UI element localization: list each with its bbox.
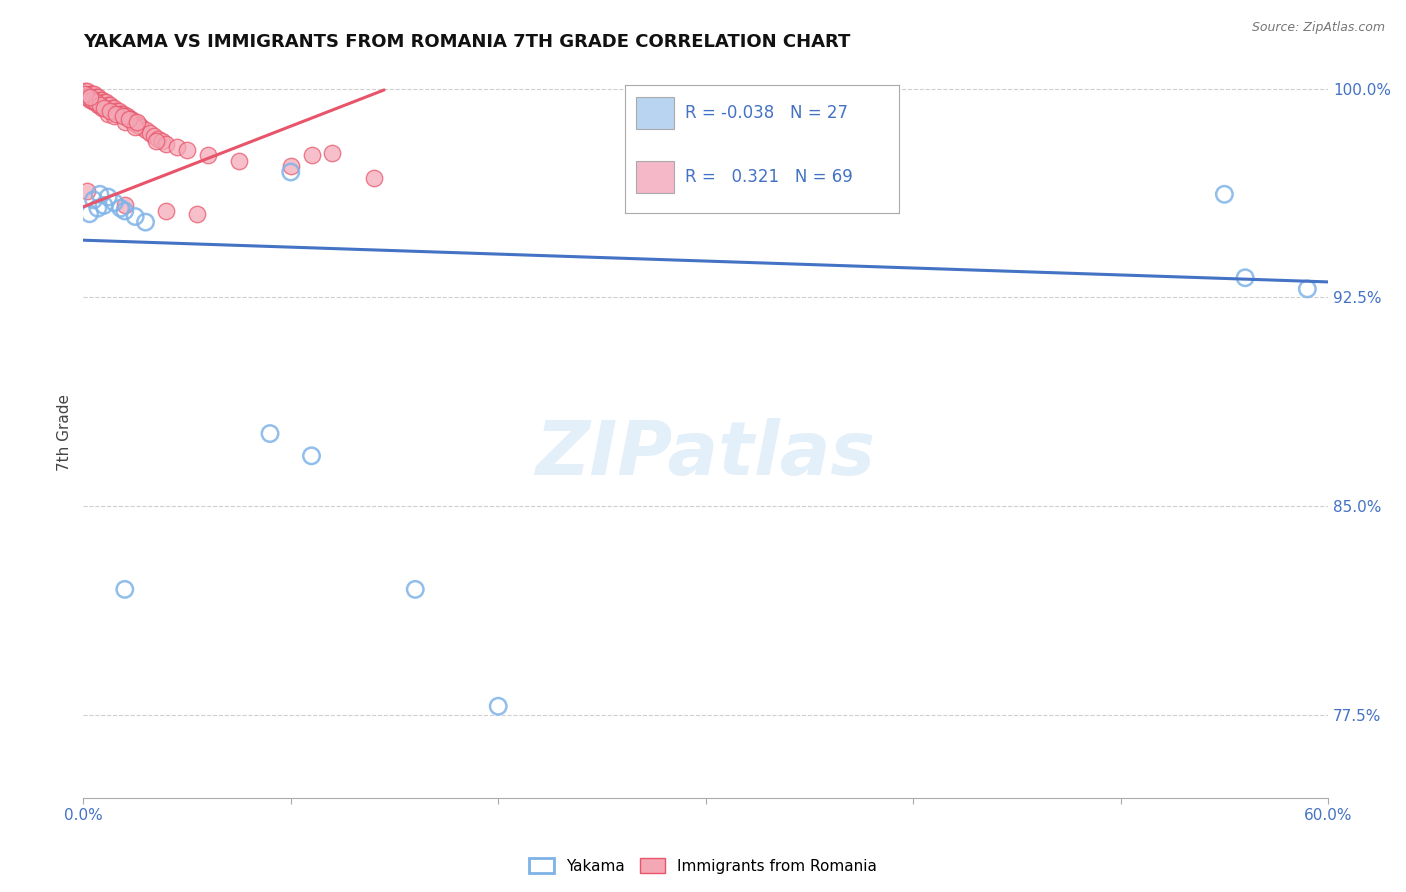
Point xyxy=(176,143,198,157)
Point xyxy=(103,109,125,123)
Point xyxy=(259,426,281,441)
Point xyxy=(80,93,103,107)
Point xyxy=(83,193,105,207)
Point xyxy=(97,106,120,120)
Point xyxy=(114,198,136,212)
Point xyxy=(84,95,107,110)
Point xyxy=(363,170,385,185)
Point xyxy=(166,140,188,154)
Point xyxy=(76,185,98,199)
Point xyxy=(142,128,165,143)
Point xyxy=(114,204,136,219)
Point xyxy=(91,93,114,107)
Point xyxy=(110,201,132,215)
Point xyxy=(97,98,120,112)
Point xyxy=(280,160,302,174)
Point xyxy=(486,699,509,714)
Point xyxy=(79,87,101,102)
Point xyxy=(79,207,101,221)
Legend: Yakama, Immigrants from Romania: Yakama, Immigrants from Romania xyxy=(523,852,883,880)
Y-axis label: 7th Grade: 7th Grade xyxy=(58,393,72,471)
Point xyxy=(155,204,177,219)
Point xyxy=(87,201,110,215)
Point xyxy=(93,101,115,115)
Point xyxy=(135,215,157,229)
Point xyxy=(799,187,821,202)
Point xyxy=(105,103,128,118)
Point xyxy=(76,90,98,104)
Text: Source: ZipAtlas.com: Source: ZipAtlas.com xyxy=(1251,21,1385,34)
Point xyxy=(1234,270,1257,285)
Point xyxy=(111,109,134,123)
Point xyxy=(98,98,121,112)
Point xyxy=(103,101,125,115)
Text: ZIPatlas: ZIPatlas xyxy=(536,417,876,491)
Point xyxy=(111,106,134,120)
Point xyxy=(1213,187,1236,202)
Point xyxy=(280,165,302,179)
Point xyxy=(115,109,138,123)
Point xyxy=(79,93,101,107)
Point xyxy=(83,95,105,110)
Point xyxy=(146,131,169,145)
Point xyxy=(301,449,323,463)
Point xyxy=(155,137,177,152)
Point xyxy=(228,153,250,168)
Point xyxy=(80,87,103,102)
Point xyxy=(94,95,117,110)
Point xyxy=(75,87,97,102)
Point xyxy=(186,207,208,221)
Point xyxy=(105,106,128,120)
Point xyxy=(84,90,107,104)
Point xyxy=(98,103,121,118)
Point xyxy=(118,112,141,127)
Point xyxy=(91,101,114,115)
Point xyxy=(89,187,111,202)
Point xyxy=(404,582,426,597)
Point xyxy=(118,112,141,127)
Point xyxy=(89,98,111,112)
Point xyxy=(75,84,97,98)
Point xyxy=(120,112,142,127)
Point xyxy=(138,126,160,140)
Point xyxy=(150,135,173,149)
Point xyxy=(128,118,150,132)
Point xyxy=(89,93,111,107)
Point xyxy=(97,190,120,204)
Point xyxy=(87,98,110,112)
Point xyxy=(122,115,145,129)
Point xyxy=(93,198,115,212)
Text: YAKAMA VS IMMIGRANTS FROM ROMANIA 7TH GRADE CORRELATION CHART: YAKAMA VS IMMIGRANTS FROM ROMANIA 7TH GR… xyxy=(83,33,851,51)
Point xyxy=(114,109,136,123)
Point xyxy=(124,210,146,224)
Point xyxy=(114,582,136,597)
Point xyxy=(124,115,146,129)
Point xyxy=(197,148,219,162)
Point xyxy=(127,115,149,129)
Point xyxy=(79,90,101,104)
Point xyxy=(101,101,124,115)
Point xyxy=(321,145,343,160)
Point xyxy=(93,95,115,110)
Point xyxy=(87,90,110,104)
Point xyxy=(135,123,157,137)
Point xyxy=(301,148,323,162)
Point xyxy=(83,87,105,102)
Point xyxy=(103,195,125,210)
Point xyxy=(145,135,167,149)
Point xyxy=(124,120,146,135)
Point xyxy=(127,118,149,132)
Point xyxy=(107,103,129,118)
Point xyxy=(1296,282,1319,296)
Point xyxy=(131,120,153,135)
Point xyxy=(76,84,98,98)
Point xyxy=(110,106,132,120)
Point xyxy=(114,115,136,129)
